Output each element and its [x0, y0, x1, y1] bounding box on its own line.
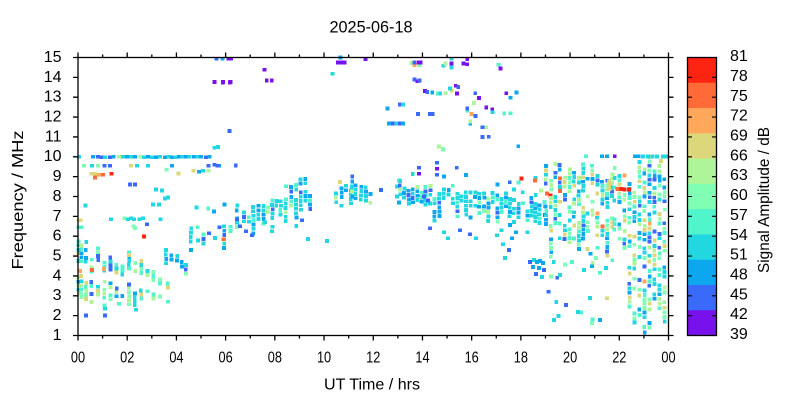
svg-text:12: 12 — [44, 108, 62, 125]
svg-text:72: 72 — [730, 108, 748, 125]
svg-text:14: 14 — [44, 69, 62, 86]
svg-text:8: 8 — [53, 188, 62, 205]
svg-text:16: 16 — [465, 350, 479, 367]
svg-text:06: 06 — [219, 350, 233, 367]
svg-text:39: 39 — [730, 326, 748, 343]
svg-text:78: 78 — [730, 68, 748, 85]
svg-text:Frequency / MHz: Frequency / MHz — [10, 131, 27, 270]
svg-text:69: 69 — [730, 128, 748, 145]
svg-text:3: 3 — [53, 287, 62, 304]
svg-text:51: 51 — [730, 247, 748, 264]
svg-text:22: 22 — [612, 350, 626, 367]
svg-text:12: 12 — [366, 350, 380, 367]
svg-text:66: 66 — [730, 147, 748, 164]
svg-text:00: 00 — [661, 350, 675, 367]
svg-text:04: 04 — [169, 350, 183, 367]
svg-text:7: 7 — [53, 208, 62, 225]
svg-text:Signal Amplitude / dB: Signal Amplitude / dB — [756, 127, 773, 273]
svg-text:2: 2 — [53, 307, 62, 324]
svg-text:5: 5 — [53, 247, 62, 264]
svg-text:11: 11 — [45, 128, 62, 145]
svg-text:48: 48 — [730, 267, 748, 284]
svg-text:42: 42 — [730, 306, 748, 323]
svg-text:4: 4 — [53, 267, 62, 284]
svg-text:UT Time / hrs: UT Time / hrs — [324, 377, 420, 394]
svg-text:00: 00 — [71, 350, 85, 367]
svg-text:18: 18 — [514, 350, 528, 367]
svg-text:1: 1 — [53, 327, 62, 344]
svg-text:2025-06-18: 2025-06-18 — [330, 18, 413, 37]
svg-text:10: 10 — [317, 350, 331, 367]
svg-text:60: 60 — [730, 187, 748, 204]
svg-text:13: 13 — [44, 89, 62, 106]
svg-text:45: 45 — [730, 286, 748, 303]
svg-text:63: 63 — [730, 167, 748, 184]
svg-text:57: 57 — [730, 207, 748, 224]
svg-text:81: 81 — [730, 48, 748, 65]
svg-text:9: 9 — [53, 168, 62, 185]
svg-text:54: 54 — [730, 227, 748, 244]
svg-text:75: 75 — [730, 88, 748, 105]
svg-text:20: 20 — [563, 350, 577, 367]
svg-text:08: 08 — [268, 350, 282, 367]
svg-text:02: 02 — [120, 350, 134, 367]
svg-text:10: 10 — [44, 148, 62, 165]
svg-text:14: 14 — [415, 350, 429, 367]
svg-text:15: 15 — [44, 49, 62, 66]
svg-text:6: 6 — [53, 228, 62, 245]
